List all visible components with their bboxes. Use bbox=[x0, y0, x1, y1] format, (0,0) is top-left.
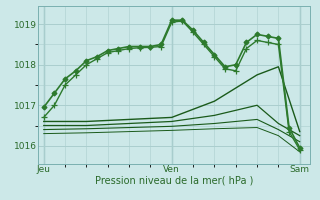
X-axis label: Pression niveau de la mer( hPa ): Pression niveau de la mer( hPa ) bbox=[95, 176, 253, 186]
